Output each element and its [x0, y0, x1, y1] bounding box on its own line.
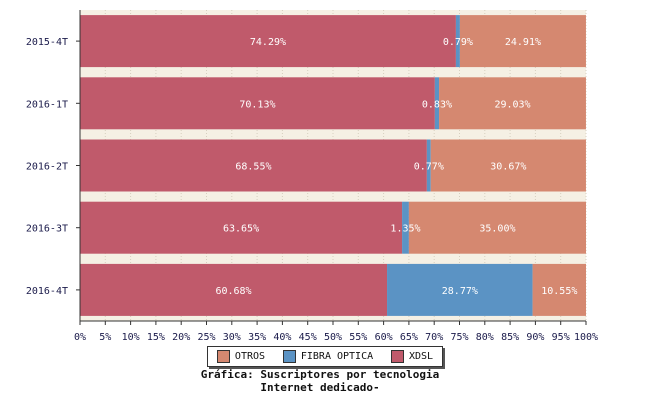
x-tick-label: 25% [197, 332, 215, 343]
data-label-otros: 29.03% [494, 99, 530, 110]
data-label-xdsl: 63.65% [223, 224, 259, 235]
x-tick-label: 90% [526, 332, 544, 343]
chart-subtitle: Internet dedicado- [260, 381, 380, 394]
x-tick-label: 100% [574, 332, 598, 343]
x-tick-label: 55% [349, 332, 367, 343]
x-tick-label: 75% [450, 332, 468, 343]
legend-item-xdsl: XDSL [390, 350, 434, 363]
x-tick-label: 60% [375, 332, 393, 343]
bar-otros [532, 263, 586, 316]
x-tick-label: 35% [248, 332, 266, 343]
x-tick-label: 95% [552, 332, 570, 343]
data-label-layer: 74.29% 0.79% 24.91% 70.13% 0.83% 29.03% 68.55%… [215, 37, 577, 297]
bar-fibra-optica [387, 263, 533, 316]
data-label-fibra-optica: 0.79% [443, 37, 473, 48]
legend: OTROS FIBRA OPTICA XDSL [207, 346, 443, 367]
x-tick-label: 50% [324, 332, 342, 343]
legend-label-xdsl: XDSL [408, 351, 434, 362]
y-tick-label: 2016-2T [26, 162, 68, 173]
y-tick-label: 2015-4T [26, 37, 68, 48]
x-tick-label: 0% [74, 332, 86, 343]
legend-label-fibra-optica: FIBRA OPTICA [300, 351, 374, 362]
bar-fibra-optica [455, 15, 460, 68]
x-tick-label: 65% [400, 332, 418, 343]
data-label-xdsl: 70.13% [239, 99, 275, 110]
legend-item-fibra-optica: FIBRA OPTICA [282, 350, 374, 363]
x-tick-label: 5% [99, 332, 111, 343]
x-tick-label: 45% [299, 332, 317, 343]
x-tick-label: 80% [476, 332, 494, 343]
data-label-otros: 10.55% [541, 286, 577, 297]
bar-otros [439, 77, 586, 130]
bar-xdsl [80, 139, 427, 192]
y-tick-label: 2016-1T [26, 99, 68, 110]
bar-layer [80, 15, 586, 316]
data-label-fibra-optica: 28.77% [442, 286, 478, 297]
x-tick-label: 10% [122, 332, 140, 343]
legend-item-otros: OTROS [216, 350, 266, 363]
x-tick-label: 85% [501, 332, 519, 343]
bar-fibra-optica [426, 139, 431, 192]
data-label-otros: 35.00% [479, 224, 515, 235]
bar-xdsl [80, 15, 456, 68]
data-label-otros: 30.67% [490, 162, 526, 173]
x-tick-label: 40% [273, 332, 291, 343]
bar-otros [430, 139, 586, 192]
x-tick-label: 30% [223, 332, 241, 343]
legend-swatch-xdsl [390, 350, 404, 363]
legend-label-otros: OTROS [234, 351, 266, 362]
data-label-fibra-optica: 0.83% [422, 99, 452, 110]
bar-fibra-optica [434, 77, 440, 130]
data-label-xdsl: 60.68% [215, 286, 251, 297]
y-tick-label: 2016-4T [26, 286, 68, 297]
x-tick-label: 20% [172, 332, 190, 343]
data-label-fibra-optica: 0.77% [414, 162, 444, 173]
bar-otros [459, 15, 586, 68]
axes: 2015-4T 2016-1T 2016-2T 2016-3T 2016-4T 0% 5% 1… [26, 10, 598, 343]
bar-xdsl [80, 201, 403, 254]
chart-title: Gráfica: Suscriptores por tecnologia [200, 368, 440, 381]
bar-fibra-optica [402, 201, 409, 254]
legend-swatch-otros [216, 350, 230, 363]
data-label-xdsl: 68.55% [235, 162, 271, 173]
bar-otros [408, 201, 586, 254]
legend-swatch-fibra-optica [282, 350, 296, 363]
bar-xdsl [80, 77, 435, 130]
data-label-xdsl: 74.29% [250, 37, 286, 48]
x-tick-label: 70% [425, 332, 443, 343]
x-tick-label: 15% [147, 332, 165, 343]
data-label-fibra-optica: 1.35% [390, 224, 420, 235]
bar-xdsl [80, 263, 388, 316]
data-label-otros: 24.91% [505, 37, 541, 48]
y-tick-label: 2016-3T [26, 224, 68, 235]
